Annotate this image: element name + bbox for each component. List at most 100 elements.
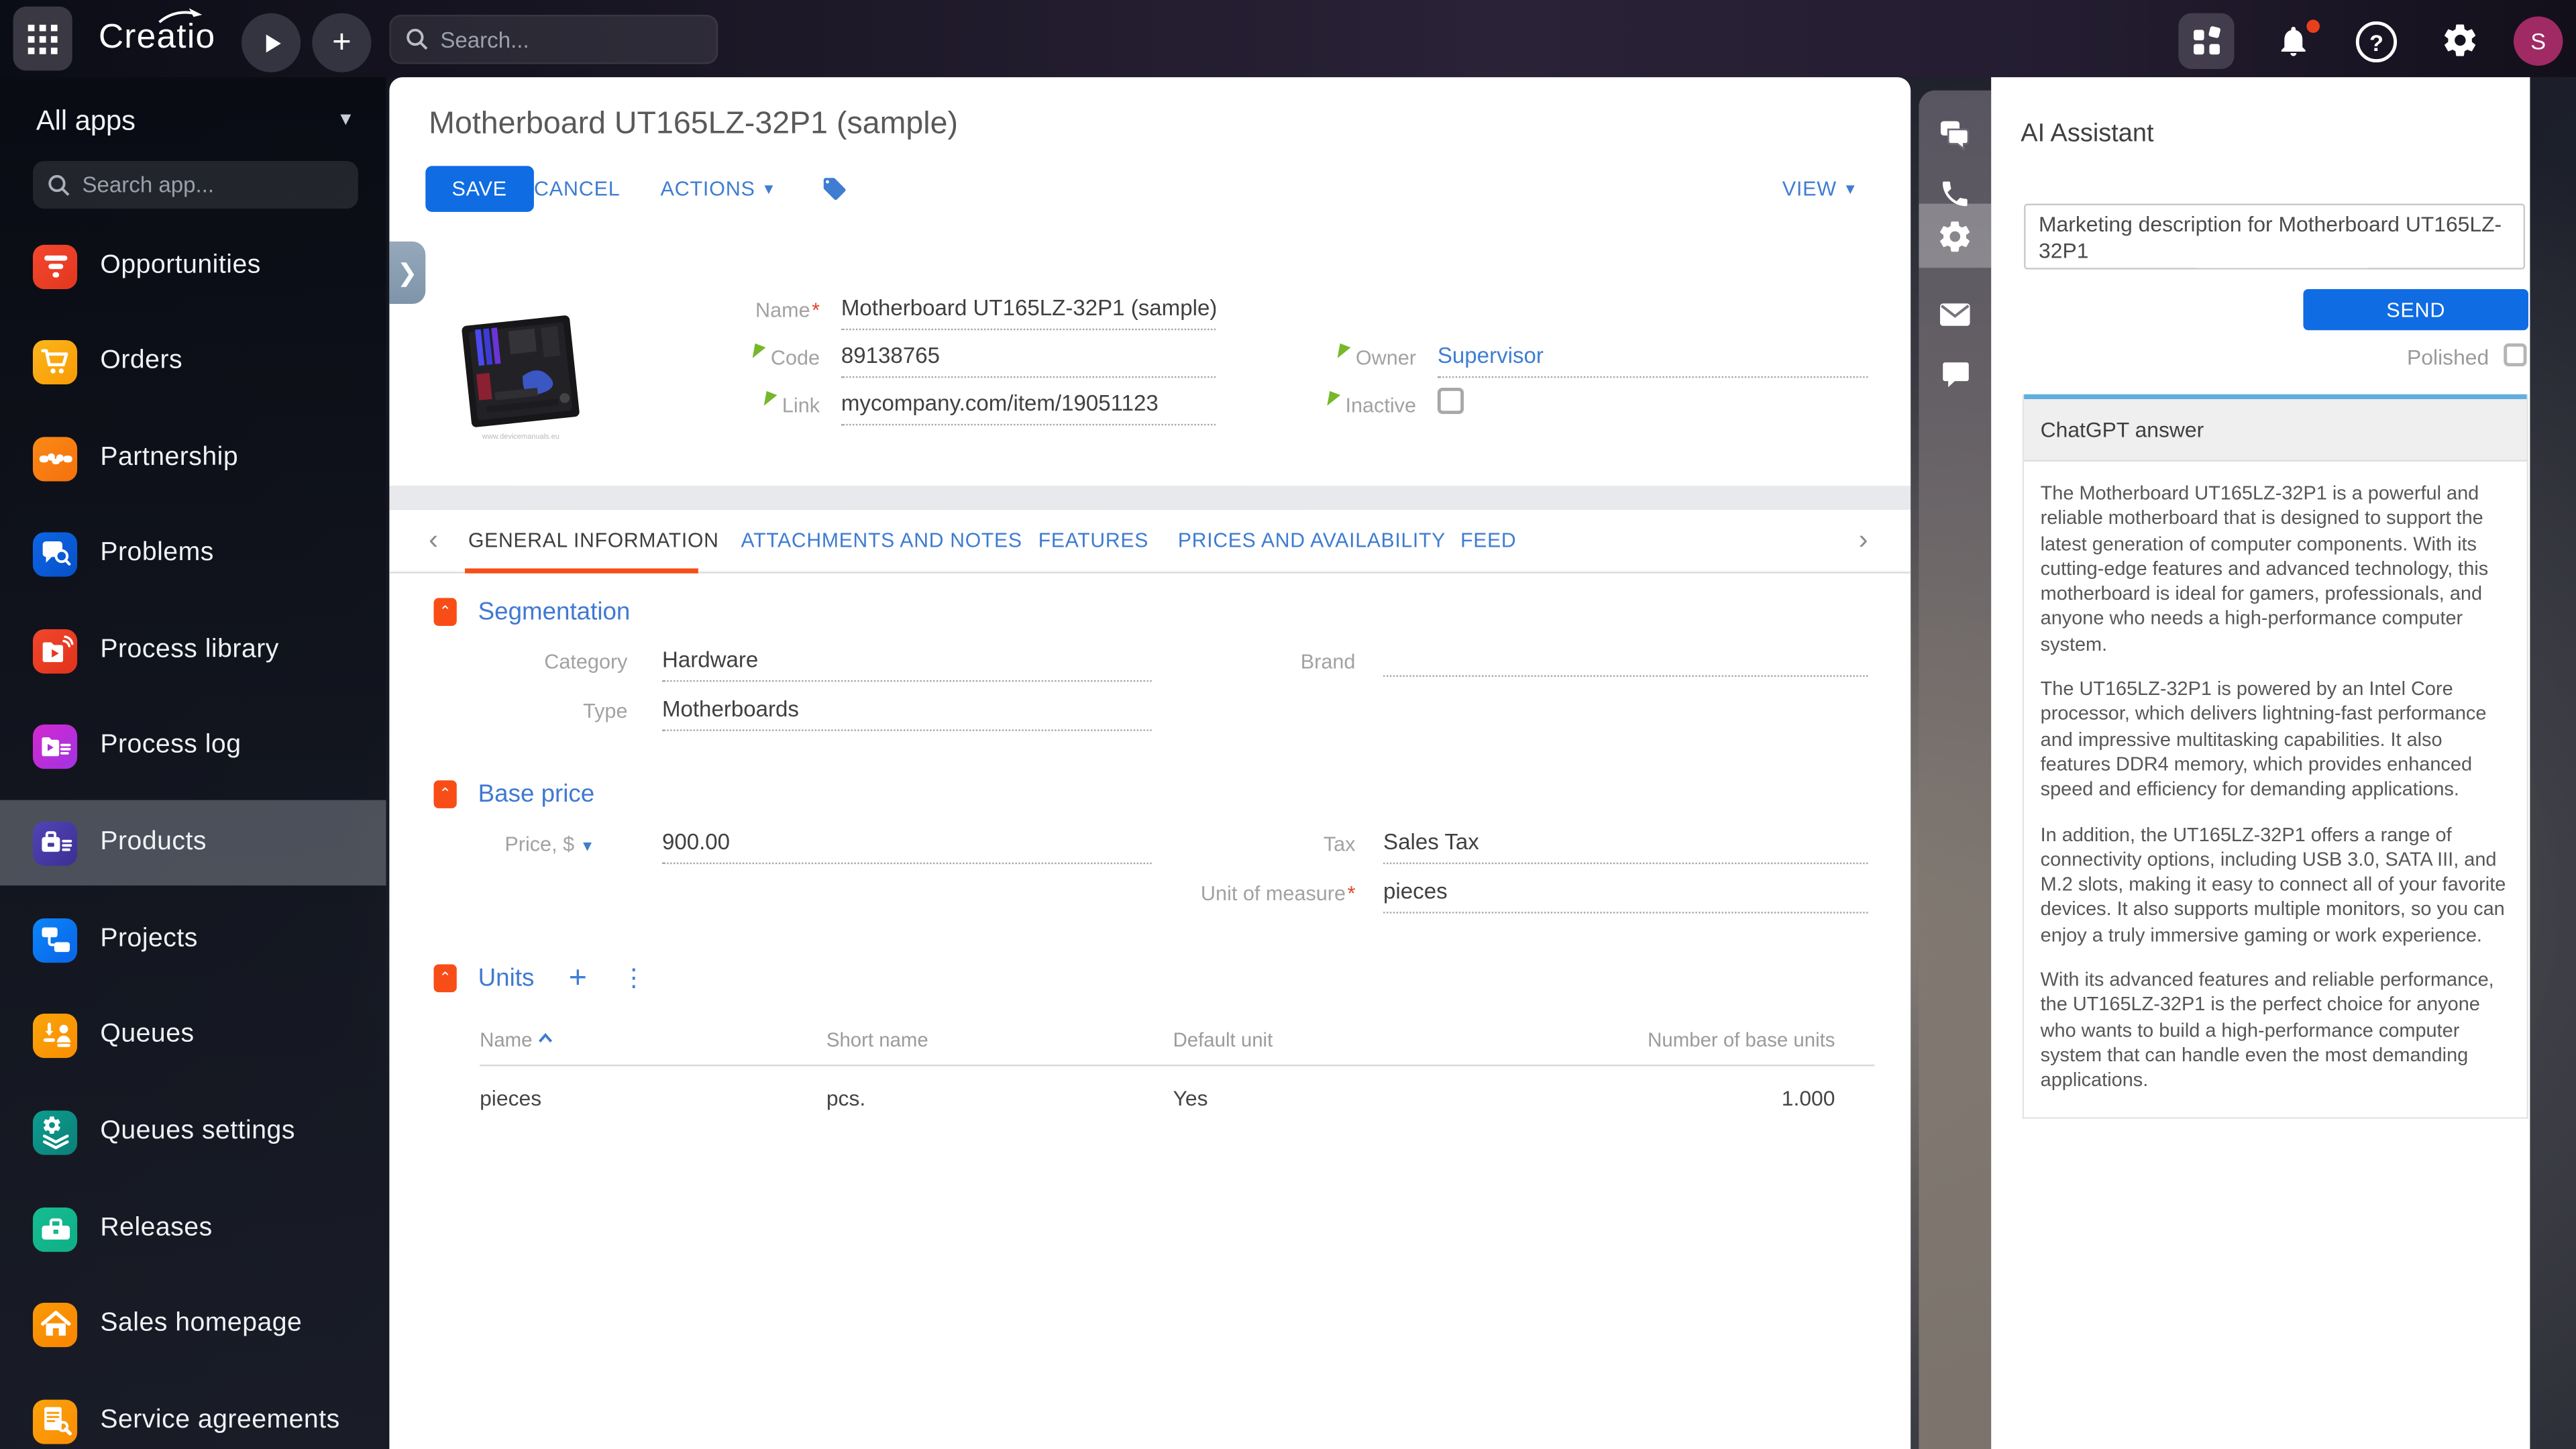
record-body-card: ‹ GENERAL INFORMATION ATTACHMENTS AND NO…: [389, 509, 1911, 1449]
inactive-checkbox[interactable]: [1437, 387, 1464, 415]
uom-field-value[interactable]: pieces: [1383, 879, 1868, 914]
sidebar-item-partnership[interactable]: Partnership: [0, 416, 386, 501]
sidebar-item-label: Process log: [100, 731, 241, 759]
polished-label: Polished: [2407, 345, 2489, 370]
polished-checkbox[interactable]: [2504, 343, 2527, 367]
chats-button[interactable]: [1919, 103, 1991, 164]
section-title: Base price: [478, 780, 595, 808]
workspace-chevron-down-icon[interactable]: ▼: [337, 110, 355, 130]
sidebar-item-process-log[interactable]: Process log: [0, 703, 386, 788]
changed-indicator: [763, 390, 777, 406]
link-field-label: Link: [590, 390, 820, 417]
email-button[interactable]: [1919, 284, 1991, 345]
actions-button[interactable]: ACTIONS ▼: [660, 177, 777, 201]
units-section-header: ⌃ Units + ⋮: [433, 961, 647, 996]
sort-asc-icon: [539, 1032, 553, 1042]
products-icon: [41, 831, 72, 852]
app-search-input[interactable]: Search app...: [32, 160, 358, 209]
collapse-panel-tab[interactable]: ❯: [389, 241, 426, 305]
ai-assistant-panel: AI Assistant Marketing description for M…: [1991, 77, 2530, 1449]
run-process-button[interactable]: [241, 13, 301, 72]
tabs-scroll-left-icon[interactable]: ‹: [429, 524, 439, 555]
tab-attachments-and-notes[interactable]: ATTACHMENTS AND NOTES: [741, 529, 1022, 552]
currency-dropdown-icon[interactable]: ▼: [580, 837, 595, 855]
app-launcher-button[interactable]: [13, 6, 72, 71]
tax-field-value[interactable]: Sales Tax: [1383, 830, 1868, 865]
changed-indicator: [1337, 343, 1351, 358]
units-col-number-of-base-units[interactable]: Number of base units: [1648, 1028, 1835, 1052]
envelope-icon: [1940, 303, 1970, 325]
brand-field-label: Brand: [1300, 650, 1356, 674]
category-field-value[interactable]: Hardware: [661, 647, 1152, 682]
sidebar-item-queues-settings[interactable]: Queues settings: [0, 1089, 386, 1175]
view-button[interactable]: VIEW ▼: [1782, 177, 1858, 201]
sidebar-item-process-library[interactable]: Process library: [0, 608, 386, 693]
unit-short-name-cell: pcs.: [826, 1085, 866, 1111]
uom-field-label: Unit of measure *: [1200, 882, 1356, 906]
notifications-button[interactable]: [2275, 21, 2312, 69]
add-unit-button[interactable]: +: [568, 961, 588, 996]
answer-paragraph: The UT165LZ-32P1 is powered by an Intel …: [2040, 677, 2487, 801]
funnel-icon: [43, 255, 67, 278]
tab-prices-and-availability[interactable]: PRICES AND AVAILABILITY: [1177, 529, 1446, 552]
bubble-search-icon: [42, 541, 70, 566]
sidebar-item-releases[interactable]: Releases: [0, 1186, 386, 1271]
collapse-section-icon[interactable]: ⌃: [433, 964, 457, 993]
tags-button[interactable]: [821, 176, 847, 210]
sidebar-item-queues[interactable]: Queues: [0, 992, 386, 1077]
type-field-value[interactable]: Motherboards: [661, 696, 1152, 731]
workplace-switcher-button[interactable]: [2178, 13, 2235, 69]
table-header-divider: [480, 1064, 1875, 1067]
units-col-default-unit[interactable]: Default unit: [1173, 1028, 1273, 1052]
name-field-value[interactable]: Motherboard UT165LZ-32P1 (sample): [841, 296, 1216, 331]
sidebar-item-label: Partnership: [100, 443, 239, 472]
gear-icon: [2445, 24, 2476, 56]
help-button[interactable]: ?: [2355, 21, 2398, 63]
product-photo: www.devicemanuals.eu: [462, 315, 580, 441]
units-menu-button[interactable]: ⋮: [621, 964, 647, 993]
tab-general-information[interactable]: GENERAL INFORMATION: [468, 529, 719, 552]
tabs-scroll-right-icon[interactable]: ›: [1858, 524, 1868, 555]
tab-features[interactable]: FEATURES: [1038, 529, 1149, 552]
add-new-button[interactable]: +: [312, 13, 372, 72]
system-settings-button[interactable]: [2441, 21, 2479, 68]
page-title: Motherboard UT165LZ-32P1 (sample): [429, 107, 958, 142]
brand-field-value[interactable]: [1383, 647, 1868, 677]
sidebar-item-problems[interactable]: Problems: [0, 511, 386, 596]
sidebar-item-opportunities[interactable]: Opportunities: [0, 223, 386, 309]
changed-indicator: [752, 343, 766, 358]
feed-button[interactable]: [1919, 345, 1991, 406]
price-field-value[interactable]: 900.00: [661, 830, 1152, 865]
ai-prompt-input[interactable]: Marketing description for Motherboard UT…: [2024, 203, 2526, 270]
plus-icon: +: [332, 23, 352, 60]
tab-feed[interactable]: FEED: [1460, 529, 1517, 552]
user-avatar[interactable]: S: [2513, 16, 2563, 66]
sidebar-item-label: Opportunities: [100, 251, 261, 280]
play-icon: [265, 34, 280, 52]
calls-button[interactable]: [1919, 162, 1991, 223]
sidebar-item-products[interactable]: Products: [0, 800, 386, 885]
sidebar-item-orders[interactable]: Orders: [0, 319, 386, 404]
sidebar-item-sales-homepage[interactable]: Sales homepage: [0, 1281, 386, 1366]
projects-icon: [41, 927, 69, 953]
units-col-short-name[interactable]: Short name: [826, 1028, 928, 1052]
name-field-label: Name *: [755, 299, 820, 322]
owner-field-value[interactable]: Supervisor: [1437, 343, 1868, 378]
save-button[interactable]: SAVE: [425, 166, 533, 212]
sidebar-item-service-agreements[interactable]: Service agreements: [0, 1379, 386, 1449]
sidebar-item-projects[interactable]: Projects: [0, 897, 386, 982]
ai-assistant-tool-button[interactable]: [1919, 205, 1991, 266]
collapse-section-icon[interactable]: ⌃: [433, 598, 457, 627]
owner-field-label: Owner: [1186, 343, 1416, 370]
cancel-button[interactable]: CANCEL: [533, 177, 621, 201]
price-field-label: Price, $ ▼: [504, 833, 595, 856]
global-search-input[interactable]: Search...: [389, 15, 718, 64]
send-button[interactable]: SEND: [2303, 289, 2528, 331]
active-tab-underline: [465, 568, 698, 574]
answer-header: ChatGPT answer: [2024, 399, 2527, 462]
link-field-value[interactable]: mycompany.com/item/19051123: [841, 391, 1216, 426]
section-title: Segmentation: [478, 598, 631, 627]
code-field-value[interactable]: 89138765: [841, 343, 1216, 378]
units-col-name[interactable]: Name: [480, 1028, 554, 1051]
collapse-section-icon[interactable]: ⌃: [433, 780, 457, 808]
